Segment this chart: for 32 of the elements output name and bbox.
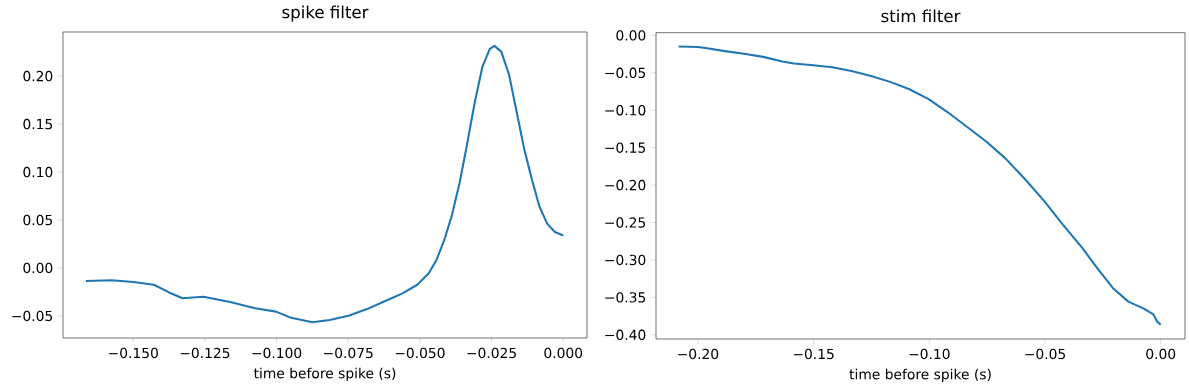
x-tick-label: −0.075 <box>324 347 373 359</box>
x-axis-title: time before spike (s) <box>849 368 991 383</box>
x-tick-label: −0.025 <box>467 347 516 359</box>
y-tick-label: −0.05 <box>12 310 53 322</box>
y-tick-label: 0.00 <box>23 262 53 274</box>
y-tick-label: 0.10 <box>23 166 53 178</box>
x-tick-label: −0.20 <box>678 348 719 360</box>
y-tick-label: −0.25 <box>605 217 646 228</box>
y-tick-label: −0.15 <box>605 142 646 153</box>
y-tick-label: −0.10 <box>605 104 646 116</box>
y-tick-label: 0.15 <box>23 118 53 130</box>
x-tick-label: −0.125 <box>180 347 230 359</box>
x-tick-label: −0.10 <box>909 348 950 360</box>
y-tick-label: 0.20 <box>23 70 53 82</box>
y-tick-label: −0.40 <box>605 329 646 341</box>
x-tick-label: −0.05 <box>1025 348 1065 360</box>
x-tick-label: 0.000 <box>544 347 583 359</box>
y-tick-label: 0.05 <box>23 214 53 226</box>
y-tick-label: −0.20 <box>605 179 646 191</box>
x-tick-label: −0.050 <box>395 347 445 359</box>
y-tick-label: −0.35 <box>605 292 646 303</box>
y-tick-label: −0.30 <box>605 254 646 266</box>
x-axis-title: time before spike (s) <box>253 367 396 382</box>
x-tick-label: 0.00 <box>1146 348 1176 360</box>
chart-title: stim filter <box>881 9 961 23</box>
x-tick-label: −0.15 <box>793 348 834 360</box>
x-tick-label: −0.150 <box>109 347 158 359</box>
line-series <box>84 44 565 324</box>
chart-title: spike filter <box>282 5 369 22</box>
y-tick-label: −0.05 <box>605 67 646 79</box>
y-tick-label: 0.00 <box>616 30 646 41</box>
x-tick-label: −0.100 <box>252 347 302 359</box>
